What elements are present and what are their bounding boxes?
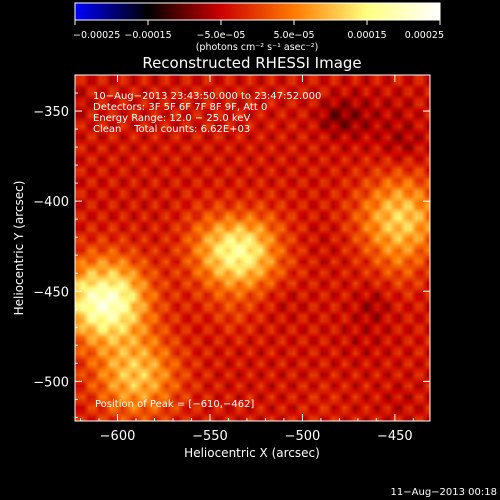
y-axis-label: Heliocentric Y (arcsec): [12, 181, 26, 316]
colorbar-tick-label: 5.0e−05: [273, 30, 314, 41]
peak-position-label: Position of Peak = [−610,−462]: [95, 399, 254, 410]
colorbar-tick-label: −0.00015: [124, 30, 171, 41]
y-tick-label: −500: [33, 375, 69, 390]
y-tick-label: −450: [33, 285, 69, 300]
x-tick-label: −500: [285, 429, 321, 444]
plot-frame: [74, 74, 431, 422]
x-tick-label: −600: [100, 429, 136, 444]
y-tick-label: −350: [33, 105, 69, 120]
x-tick-label: −550: [192, 429, 228, 444]
x-axis-label: Heliocentric X (arcsec): [184, 446, 320, 460]
annotation-energy-range: Energy Range: 12.0 − 25.0 keV: [93, 113, 250, 124]
colorbar-units: (photons cm⁻² s⁻¹ asec⁻²): [196, 42, 319, 53]
annotation-time-range: 10−Aug−2013 23:43:50.000 to 23:47:52.000: [93, 91, 321, 102]
colorbar-tick-label: 0.00015: [347, 30, 386, 41]
annotation-detectors: Detectors: 3F 5F 6F 7F 8F 9F, Att 0: [93, 102, 267, 113]
colorbar-tick-label: 0.00025: [405, 30, 444, 41]
chart-title: Reconstructed RHESSI Image: [142, 54, 361, 72]
y-tick-label: −400: [33, 195, 69, 210]
heatmap-image: [75, 75, 430, 421]
x-tick-label: −450: [377, 429, 413, 444]
colorbar: [74, 2, 441, 21]
colorbar-tick-label: −0.00025: [73, 30, 120, 41]
footer-timestamp: 11−Aug−2013 00:18: [391, 487, 497, 498]
annotation-counts: Clean Total counts: 6.62E+03: [93, 124, 250, 135]
colorbar-tick-label: −5.0e−05: [197, 30, 246, 41]
